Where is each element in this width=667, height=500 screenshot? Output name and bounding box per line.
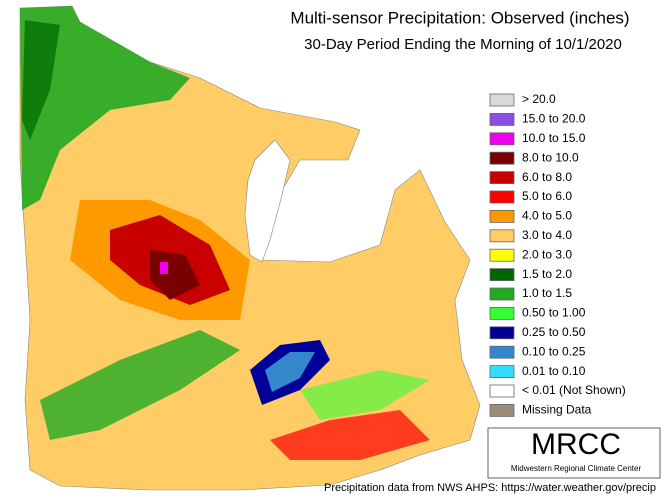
legend-swatch	[489, 190, 515, 204]
legend-label: 0.50 to 1.00	[522, 306, 586, 320]
legend-swatch	[489, 403, 515, 417]
legend-swatch	[489, 345, 515, 359]
legend-label: 6.0 to 8.0	[522, 170, 572, 184]
legend-swatch	[489, 287, 515, 301]
green-area	[22, 20, 60, 140]
legend-label: 8.0 to 10.0	[522, 150, 579, 164]
legend-swatch	[489, 365, 515, 379]
legend-label: 0.01 to 0.10	[522, 364, 586, 378]
legend-swatch	[489, 171, 515, 185]
green-area	[20, 6, 190, 210]
lake	[244, 139, 291, 263]
legend-label: 3.0 to 4.0	[522, 228, 572, 242]
logo-box	[487, 427, 661, 479]
legend-label: 1.0 to 1.5	[522, 286, 572, 300]
blue-area	[265, 352, 315, 392]
legend-swatch	[489, 113, 515, 126]
legend-label: 0.25 to 0.50	[522, 325, 586, 339]
green-band	[40, 330, 240, 440]
legend-swatch	[489, 132, 515, 146]
legend: > 20.0 15.0 to 20.0 10.0 to 15.0 8.0 to 10.…	[489, 92, 626, 417]
legend-swatch	[489, 93, 515, 107]
legend-swatch	[489, 248, 515, 262]
legend-label: 1.5 to 2.0	[522, 267, 572, 281]
logo-name: MRCC	[531, 428, 621, 461]
logo-subtitle: Midwestern Regional Climate Center	[511, 464, 642, 473]
legend-swatch	[489, 151, 515, 165]
legend-label: 5.0 to 6.0	[522, 189, 572, 203]
legend-label: 4.0 to 5.0	[522, 209, 572, 223]
legend-label: > 20.0	[522, 92, 556, 106]
footer: Precipitation data from NWS AHPS: https:…	[324, 482, 656, 494]
legend-swatch	[489, 384, 515, 398]
red-band	[270, 410, 430, 460]
legend-label: 10.0 to 15.0	[522, 131, 586, 145]
legend-swatch	[489, 209, 515, 223]
legend-label: 0.10 to 0.25	[522, 344, 586, 358]
legend-swatch	[489, 306, 515, 320]
lake	[80, 0, 667, 100]
legend-label: < 0.01 (Not Shown)	[522, 383, 626, 397]
legend-swatch	[489, 268, 515, 282]
subtitle: 30-Day Period Ending the Morning of 10/1…	[304, 36, 622, 53]
magenta-spot	[160, 262, 168, 274]
green-band	[300, 370, 430, 420]
legend-label: 15.0 to 20.0	[522, 112, 586, 126]
legend-label: 2.0 to 3.0	[522, 247, 572, 261]
title: Multi-sensor Precipitation: Observed (in…	[290, 8, 629, 27]
legend-swatch	[489, 229, 515, 243]
legend-label: Missing Data	[522, 403, 592, 417]
legend-swatch	[489, 326, 515, 340]
